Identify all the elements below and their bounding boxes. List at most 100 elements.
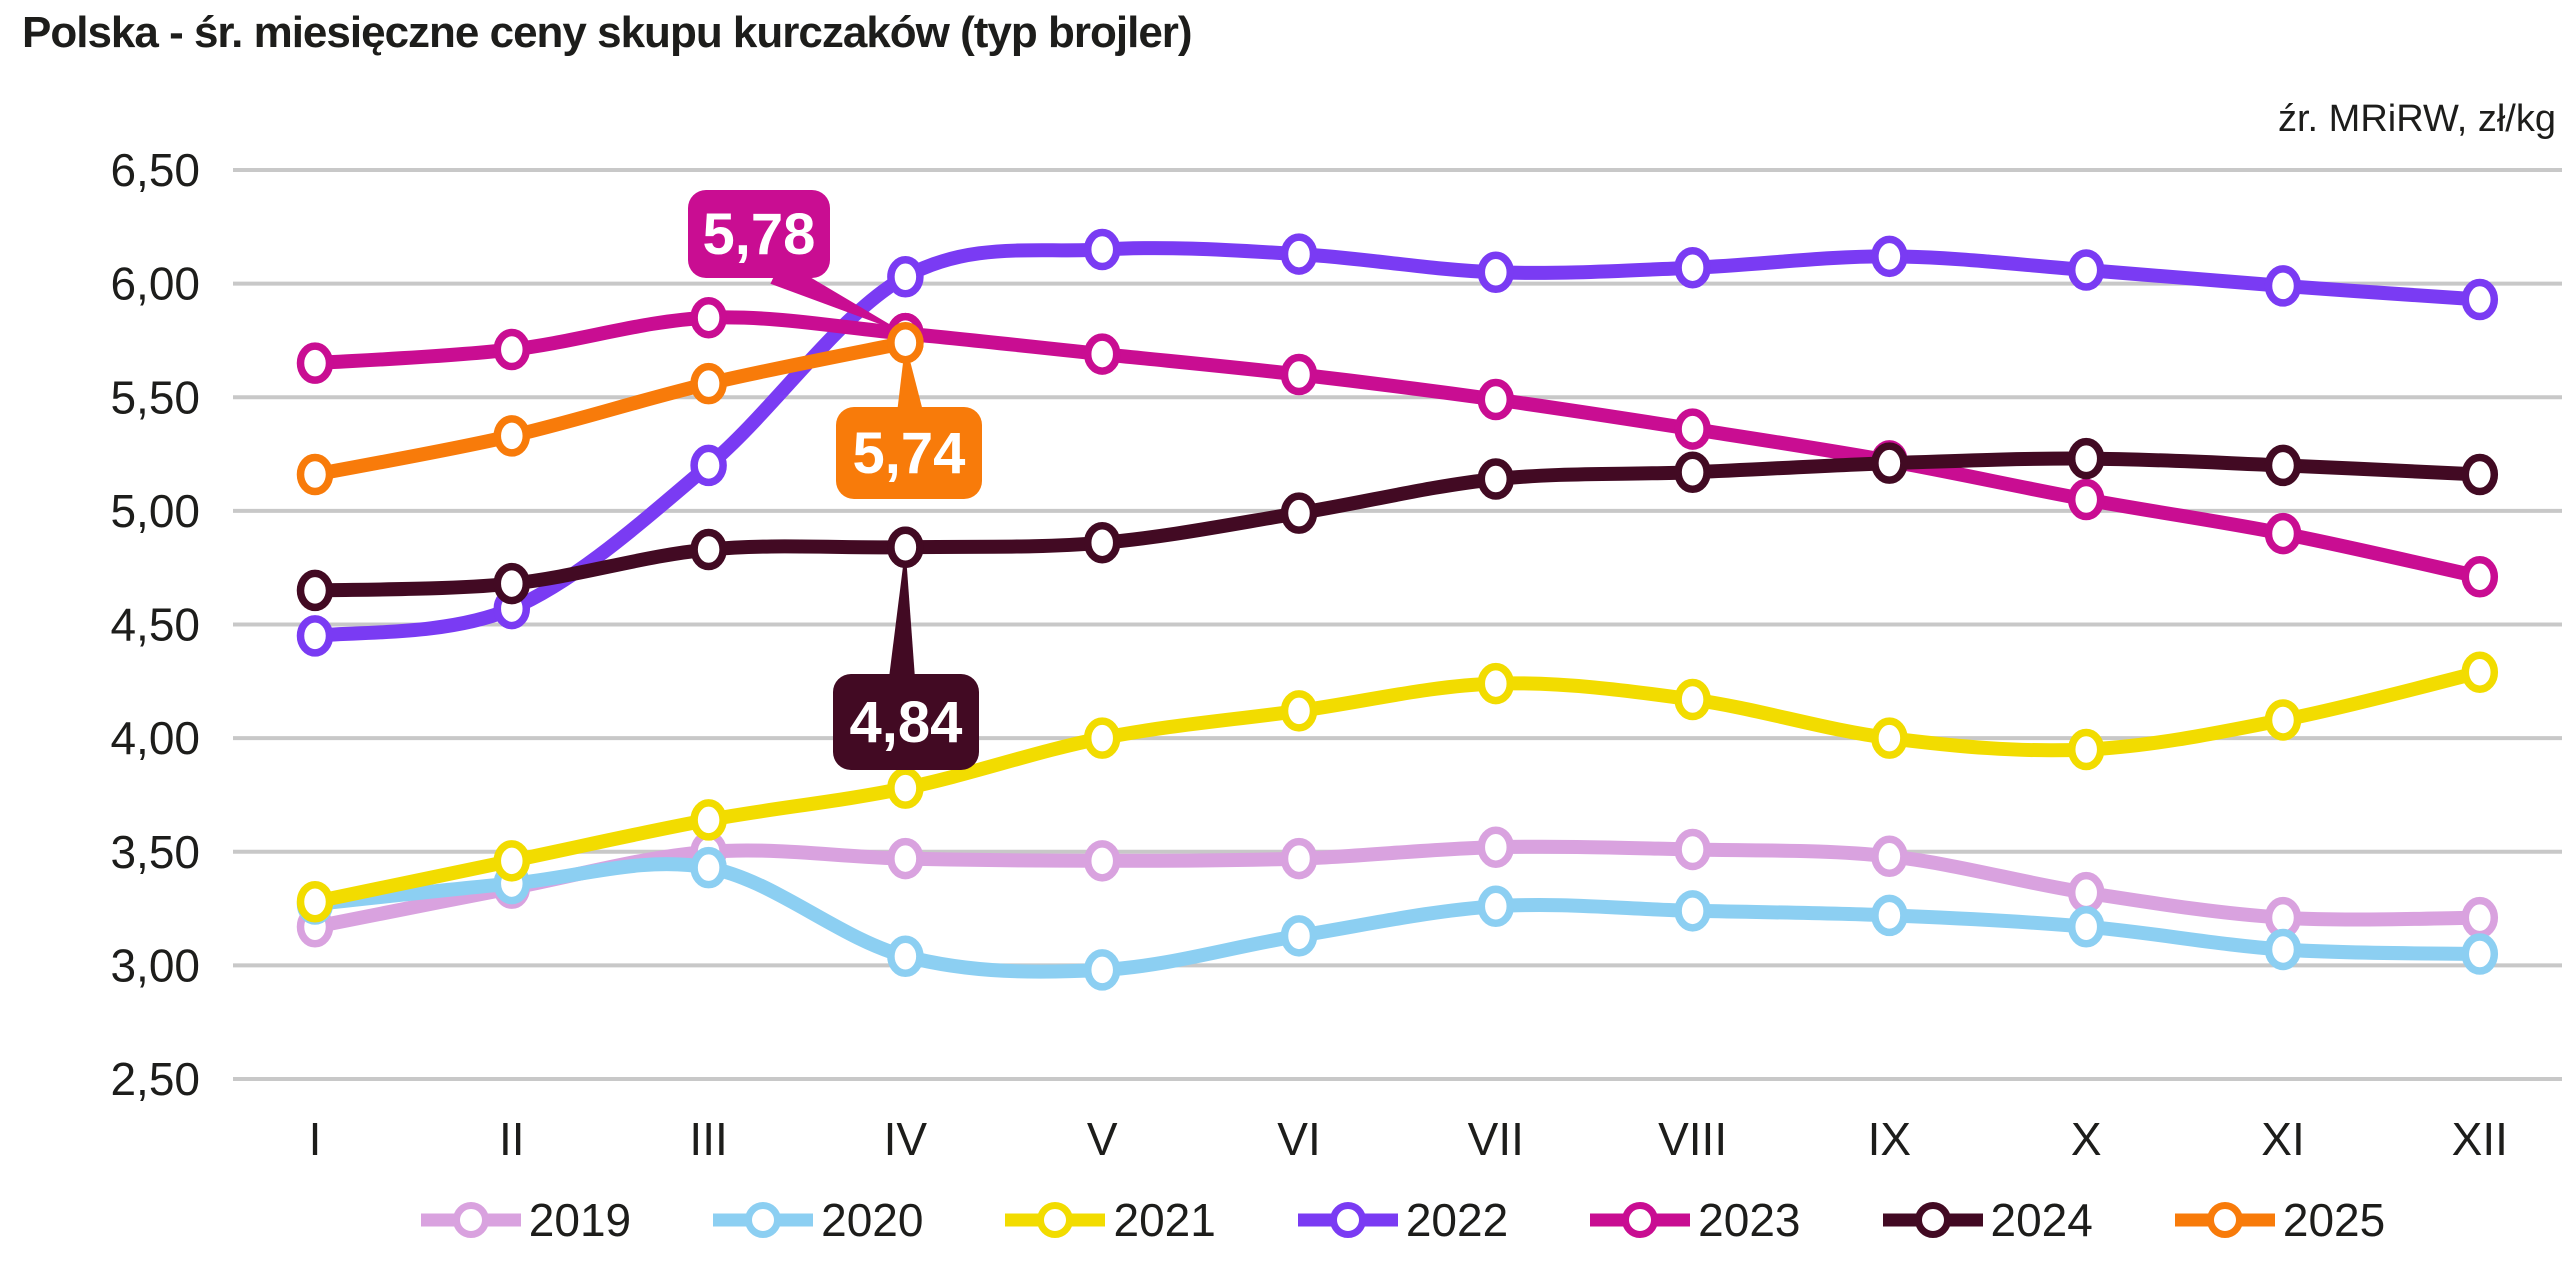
legend-label-2019: 2019 bbox=[528, 1194, 632, 1246]
marker-2025-top bbox=[887, 321, 924, 364]
marker-2024-top bbox=[887, 526, 924, 568]
marker-2021 bbox=[690, 799, 727, 841]
series-2019 bbox=[296, 826, 2499, 948]
line-2024 bbox=[308, 451, 2487, 598]
marker-2024 bbox=[1871, 442, 1908, 484]
marker-2021 bbox=[1674, 678, 1711, 721]
y-tick-label: 4,50 bbox=[110, 599, 200, 651]
marker-2022 bbox=[2067, 249, 2105, 291]
marker-2019 bbox=[1674, 828, 1711, 871]
y-tick-label: 5,00 bbox=[110, 485, 200, 537]
marker-2024 bbox=[493, 562, 531, 605]
marker-2024 bbox=[2067, 437, 2105, 480]
legend-dot-2025 bbox=[2206, 1202, 2243, 1238]
line-2023 bbox=[308, 310, 2487, 584]
legend-label-2020: 2020 bbox=[821, 1194, 924, 1246]
marker-2021 bbox=[2461, 651, 2499, 693]
legend-item-2021: 2021 bbox=[1005, 1188, 1216, 1252]
x-tick-label-X: X bbox=[2071, 1113, 2102, 1165]
marker-2024 bbox=[2264, 444, 2302, 487]
marker-2023 bbox=[1477, 378, 1515, 421]
marker-2023 bbox=[493, 328, 531, 371]
legend-marker-2025 bbox=[2174, 1202, 2275, 1238]
callout-label-2024: 4,84 bbox=[850, 690, 963, 755]
marker-2019 bbox=[2461, 896, 2499, 939]
marker-2019 bbox=[1083, 840, 1121, 882]
marker-2024 bbox=[1674, 451, 1711, 493]
marker-2020 bbox=[1674, 890, 1711, 932]
marker-2021 bbox=[2067, 728, 2105, 771]
marker-2024 bbox=[1477, 458, 1515, 500]
x-tick-label-IV: IV bbox=[884, 1113, 928, 1165]
marker-2021 bbox=[1083, 717, 1121, 759]
y-tick-label: 6,00 bbox=[110, 258, 200, 310]
y-tick-label: 4,00 bbox=[110, 712, 200, 764]
line-2021 bbox=[308, 665, 2487, 909]
marker-2021 bbox=[1871, 717, 1908, 759]
marker-2023 bbox=[2264, 512, 2302, 555]
callout-box-2023 bbox=[688, 190, 830, 278]
x-axis-ticks: I II III IV V VI VII VIII IX X XI XII bbox=[309, 1113, 2508, 1165]
marker-2021 bbox=[1280, 690, 1318, 732]
marker-2024 bbox=[2461, 453, 2499, 496]
legend-marker-2020 bbox=[713, 1202, 814, 1238]
legend-label-2022: 2022 bbox=[1405, 1194, 1509, 1246]
marker-2025 bbox=[493, 415, 531, 457]
legend-dot-2023 bbox=[1622, 1202, 1659, 1238]
marker-2020 bbox=[1477, 885, 1515, 928]
legend-item-2020: 2020 bbox=[713, 1188, 923, 1252]
source-note: źr. MRiRW, zł/kg bbox=[2278, 98, 2556, 140]
marker-2025 bbox=[690, 362, 727, 405]
marker-2022 bbox=[2461, 278, 2499, 321]
y-tick-label: 3,50 bbox=[110, 826, 200, 878]
x-tick-label-III: III bbox=[689, 1113, 727, 1165]
marker-2021 bbox=[493, 840, 531, 882]
legend: 2019 2020 2021 2022 2023 2024 2025 bbox=[230, 1188, 2576, 1252]
legend-item-2019: 2019 bbox=[420, 1188, 632, 1252]
legend-label-2023: 2023 bbox=[1698, 1194, 1801, 1246]
marker-2022 bbox=[2264, 265, 2302, 307]
marker-2021 bbox=[1477, 662, 1515, 705]
y-tick-label: 5,50 bbox=[110, 371, 200, 423]
legend-dot-2019 bbox=[452, 1202, 489, 1238]
marker-2022 bbox=[690, 444, 727, 487]
marker-2024 bbox=[1280, 492, 1318, 534]
legend-item-2025: 2025 bbox=[2174, 1188, 2386, 1252]
marker-2019 bbox=[2067, 871, 2105, 914]
legend-label-2025: 2025 bbox=[2282, 1194, 2386, 1246]
marker-2023 bbox=[2461, 556, 2499, 598]
line-2025 bbox=[308, 335, 913, 482]
marker-2022 bbox=[1674, 246, 1711, 289]
series-2022 bbox=[296, 228, 2499, 657]
marker-2021 bbox=[2264, 699, 2302, 741]
marker-2020 bbox=[2264, 928, 2302, 971]
marker-2019 bbox=[1477, 826, 1515, 868]
marker-2024 bbox=[690, 528, 727, 571]
x-tick-label-I: I bbox=[309, 1113, 322, 1165]
legend-dot-2022 bbox=[1329, 1202, 1366, 1238]
marker-2022 bbox=[1280, 233, 1318, 275]
marker-2023 bbox=[690, 296, 727, 339]
marker-2022 bbox=[1871, 235, 1908, 278]
legend-marker-2023 bbox=[1590, 1202, 1691, 1238]
line-2020 bbox=[308, 857, 2487, 979]
marker-2023 bbox=[1083, 333, 1121, 375]
line-2019 bbox=[308, 839, 2487, 934]
callout-pointer-2023 bbox=[770, 260, 906, 334]
marker-2020 bbox=[1280, 915, 1318, 957]
y-tick-label: 3,00 bbox=[110, 939, 200, 991]
legend-dot-2021 bbox=[1037, 1202, 1074, 1238]
x-tick-label-V: V bbox=[1087, 1113, 1118, 1165]
chart-title: Polska - śr. miesięczne ceny skupu kurcz… bbox=[22, 8, 1193, 57]
marker-2025 bbox=[296, 453, 334, 496]
marker-2023 bbox=[1674, 408, 1711, 450]
legend-item-2022: 2022 bbox=[1297, 1188, 1509, 1252]
line-2022 bbox=[308, 241, 2487, 643]
legend-marker-2021 bbox=[1005, 1202, 1106, 1238]
y-axis-ticks: 6,50 6,00 5,50 5,00 4,50 4,00 3,50 3,00 2,50 bbox=[110, 144, 200, 1105]
callout-box-2025 bbox=[836, 407, 982, 499]
legend-item-2023: 2023 bbox=[1590, 1188, 1801, 1252]
marker-2022 bbox=[296, 615, 334, 657]
marker-2020 bbox=[887, 935, 924, 978]
